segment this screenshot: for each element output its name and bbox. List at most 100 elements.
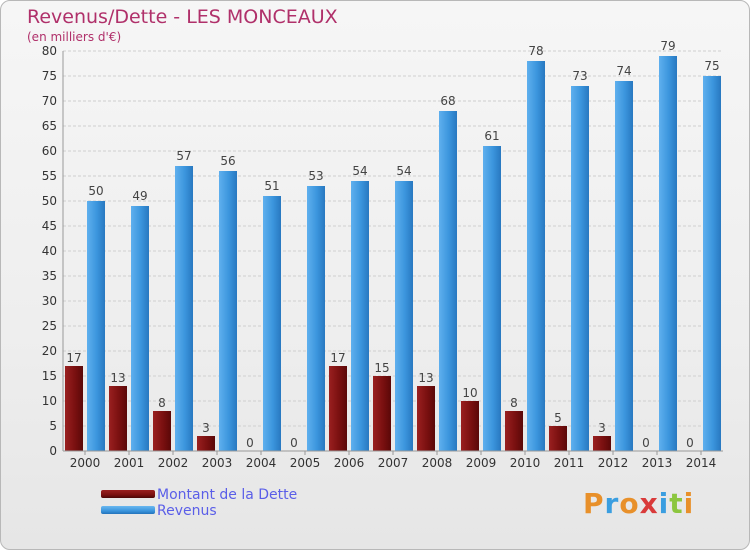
x-tick-label: 2013 — [642, 456, 673, 470]
value-label-dette-2009: 10 — [462, 386, 477, 400]
value-label-dette-2003: 3 — [202, 421, 210, 435]
bar-revenus-2003 — [219, 171, 237, 451]
bar-dette-2003 — [197, 436, 215, 451]
value-label-dette-2000: 17 — [66, 351, 81, 365]
y-tick-label: 15 — [42, 369, 57, 383]
logo-letter: i — [683, 487, 695, 520]
logo-letter: P — [583, 487, 605, 520]
y-tick-label: 70 — [42, 94, 57, 108]
x-tick-label: 2006 — [334, 456, 365, 470]
bar-dette-2006 — [329, 366, 347, 451]
value-label-dette-2007: 15 — [374, 361, 389, 375]
value-label-revenus-2008: 68 — [440, 94, 455, 108]
logo-letter: i — [658, 487, 670, 520]
logo-letter: x — [639, 487, 659, 520]
bars — [65, 56, 721, 452]
value-label-dette-2004: 0 — [246, 436, 254, 450]
x-tick-label: 2014 — [686, 456, 717, 470]
bar-revenus-2014 — [703, 76, 721, 451]
bar-revenus-2002 — [175, 166, 193, 451]
y-tick-label: 25 — [42, 319, 57, 333]
bar-revenus-2011 — [571, 86, 589, 451]
value-label-revenus-2000: 50 — [88, 184, 103, 198]
x-tick-label: 2011 — [554, 456, 585, 470]
value-label-revenus-2003: 56 — [220, 154, 235, 168]
x-tick-label: 2005 — [290, 456, 321, 470]
logo-letter: o — [619, 487, 640, 520]
bar-dette-2010 — [505, 411, 523, 451]
y-tick-label: 10 — [42, 394, 57, 408]
logo-letter: r — [604, 487, 620, 520]
y-tick-label: 65 — [42, 119, 57, 133]
value-label-dette-2012: 3 — [598, 421, 606, 435]
logo-letter: t — [669, 487, 684, 520]
bar-dette-2000 — [65, 366, 83, 451]
bar-dette-2012 — [593, 436, 611, 451]
legend-label-revenus: Revenus — [157, 503, 217, 519]
value-label-revenus-2001: 49 — [132, 189, 147, 203]
value-label-dette-2001: 13 — [110, 371, 125, 385]
bar-dette-2008 — [417, 386, 435, 451]
y-tick-label: 75 — [42, 69, 57, 83]
bar-revenus-2012 — [615, 81, 633, 451]
value-label-revenus-2006: 54 — [352, 164, 367, 178]
value-label-dette-2011: 5 — [554, 411, 562, 425]
value-label-dette-2013: 0 — [642, 436, 650, 450]
legend-swatch-dette — [101, 490, 155, 498]
value-label-revenus-2004: 51 — [264, 179, 279, 193]
bar-revenus-2004 — [263, 196, 281, 451]
bar-revenus-2010 — [527, 61, 545, 451]
bar-revenus-2009 — [483, 146, 501, 451]
y-tick-label: 20 — [42, 344, 57, 358]
bar-revenus-2013 — [659, 56, 677, 451]
value-label-revenus-2010: 78 — [528, 44, 543, 58]
x-tick-label: 2003 — [202, 456, 233, 470]
chart-title: Revenus/Dette - LES MONCEAUX — [27, 6, 338, 28]
value-label-revenus-2014: 75 — [704, 59, 719, 73]
y-tick-label: 30 — [42, 294, 57, 308]
x-tick-label: 2007 — [378, 456, 409, 470]
value-label-dette-2010: 8 — [510, 396, 518, 410]
bar-revenus-2005 — [307, 186, 325, 451]
value-label-revenus-2009: 61 — [484, 129, 499, 143]
value-label-dette-2002: 8 — [158, 396, 166, 410]
y-tick-label: 35 — [42, 269, 57, 283]
chart-subtitle: (en milliers d'€) — [27, 30, 122, 44]
value-label-revenus-2007: 54 — [396, 164, 411, 178]
bar-revenus-2006 — [351, 181, 369, 451]
bar-dette-2011 — [549, 426, 567, 451]
value-label-dette-2008: 13 — [418, 371, 433, 385]
y-tick-label: 5 — [49, 419, 57, 433]
bar-revenus-2000 — [87, 201, 105, 451]
data-labels: 1750134985735605105317541554136810618785… — [66, 39, 719, 450]
bar-dette-2001 — [109, 386, 127, 451]
y-tick-label: 50 — [42, 194, 57, 208]
value-label-dette-2005: 0 — [290, 436, 298, 450]
bar-dette-2009 — [461, 401, 479, 451]
value-label-dette-2006: 17 — [330, 351, 345, 365]
x-tick-label: 2000 — [70, 456, 101, 470]
value-label-revenus-2011: 73 — [572, 69, 587, 83]
bar-revenus-2007 — [395, 181, 413, 451]
value-label-revenus-2005: 53 — [308, 169, 323, 183]
x-tick-label: 2001 — [114, 456, 145, 470]
x-tick-label: 2002 — [158, 456, 189, 470]
x-tick-label: 2010 — [510, 456, 541, 470]
grid-lines — [63, 50, 723, 452]
x-tick-label: 2012 — [598, 456, 629, 470]
value-label-dette-2014: 0 — [686, 436, 694, 450]
proxiti-logo: Proxiti — [583, 487, 694, 520]
bar-revenus-2001 — [131, 206, 149, 451]
x-tick-label: 2004 — [246, 456, 277, 470]
y-tick-label: 0 — [49, 444, 57, 458]
value-label-revenus-2012: 74 — [616, 64, 631, 78]
bar-dette-2002 — [153, 411, 171, 451]
x-tick-label: 2008 — [422, 456, 453, 470]
legend-swatch-revenus — [101, 506, 155, 514]
value-label-revenus-2013: 79 — [660, 39, 675, 53]
y-tick-label: 40 — [42, 244, 57, 258]
y-tick-label: 80 — [42, 44, 57, 58]
